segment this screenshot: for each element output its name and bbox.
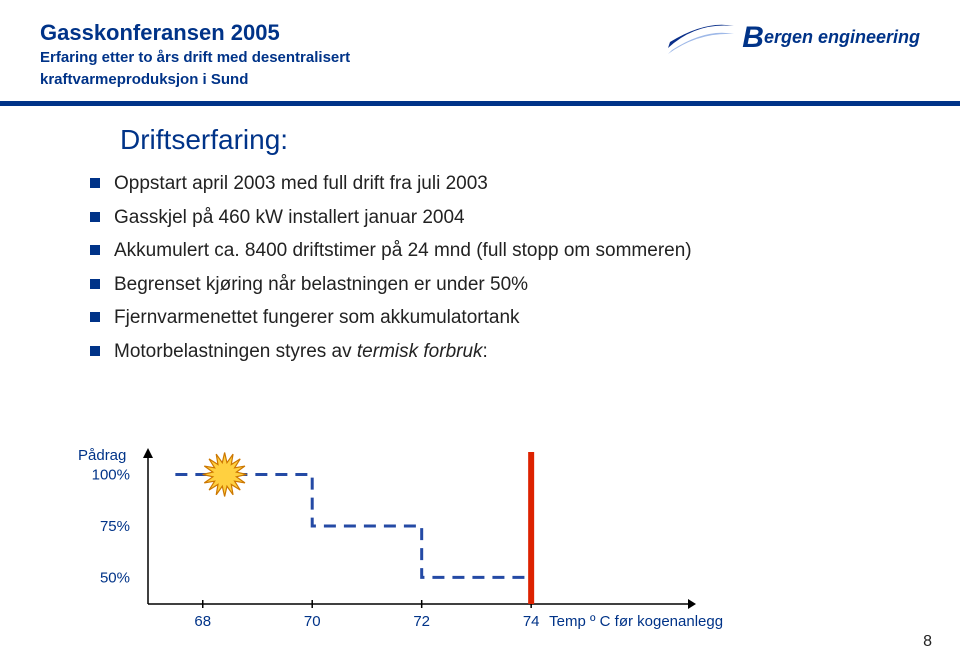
x-tick-label: 70 [304,613,321,630]
section-title: Driftserfaring: [120,124,960,156]
bullet-item: Motorbelastningen styres av termisk forb… [90,338,850,366]
bullet-item: Akkumulert ca. 8400 driftstimer på 24 mn… [90,237,850,265]
x-tick-label: 74 [523,613,540,630]
logo-b: B [742,21,764,54]
bullet-item: Gasskjel på 460 kW installert januar 200… [90,204,850,232]
y-tick-label: 100% [92,466,130,483]
throttle-step-chart: Pådrag 100% 75% 50% 68 70 72 74 Temp º C før kog… [78,448,758,628]
x-tick-label: 68 [194,613,211,630]
bullet-item: Oppstart april 2003 med full drift fra j… [90,170,850,198]
y-tick-label: 75% [100,518,130,535]
y-tick-label: 50% [100,569,130,586]
slide-subtitle-line2: kraftvarmeproduksjon i Sund [40,70,960,90]
bullet-item: Fjernvarmenettet fungerer som akkumulato… [90,304,850,332]
step-line [175,474,531,577]
x-axis-arrow-icon [688,599,696,609]
y-axis-header: Pådrag [78,447,126,464]
logo-swoosh-icon [666,18,736,58]
slide-header: Gasskonferansen 2005 Erfaring etter to å… [0,0,960,89]
starburst-icon [203,452,247,496]
page-number: 8 [923,633,932,651]
company-logo: Bergen engineering [666,18,920,58]
y-axis-arrow-icon [143,448,153,458]
bullet-item: Begrenset kjøring når belastningen er un… [90,271,850,299]
x-axis-title: Temp º C før kogenanlegg [549,613,723,630]
logo-rest: ergen engineering [764,27,920,47]
logo-text: Bergen engineering [742,21,920,55]
header-divider [0,101,960,106]
bullet-list: Oppstart april 2003 med full drift fra j… [90,170,960,365]
x-tick-label: 72 [413,613,430,630]
